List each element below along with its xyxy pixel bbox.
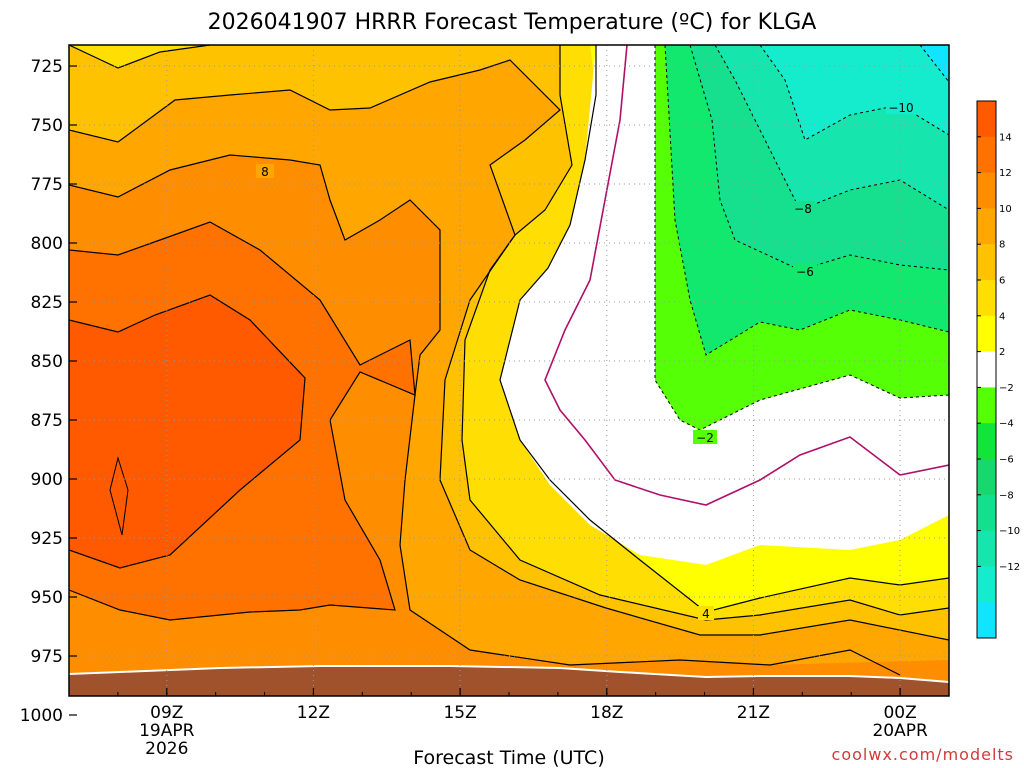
band-14-to-16 bbox=[69, 295, 305, 568]
colorbar-swatch bbox=[977, 136, 996, 174]
contour-minus4 bbox=[664, 45, 949, 356]
colorbar-swatch bbox=[977, 315, 996, 353]
x-tick-label: 2026 bbox=[145, 739, 188, 759]
colorbar-swatch bbox=[977, 208, 996, 245]
y-tick-label: 725 bbox=[31, 57, 63, 77]
contour-6 bbox=[69, 45, 949, 621]
y-tick-label: 975 bbox=[31, 647, 63, 667]
ground-fill bbox=[69, 666, 949, 696]
contour-4 bbox=[499, 45, 949, 613]
colorbar-swatch bbox=[977, 566, 996, 603]
y-tick-label: 875 bbox=[31, 411, 63, 431]
contour-label-minus6: −6 bbox=[796, 265, 814, 279]
contour-label-minus2: −2 bbox=[696, 431, 714, 445]
colorbar-label: −6 bbox=[999, 455, 1014, 466]
colorbar-swatch bbox=[977, 172, 996, 209]
y-tick-label: 825 bbox=[31, 293, 63, 313]
colorbar-label: 14 bbox=[999, 132, 1012, 143]
y-tick-label: 800 bbox=[31, 234, 63, 254]
colorbar-swatch bbox=[977, 280, 996, 317]
colorbar-label: 2 bbox=[999, 347, 1005, 358]
contour-labels: 8 −10 −8 −6 −2 4 bbox=[256, 100, 916, 621]
y-tick-label: 925 bbox=[31, 529, 63, 549]
y-tick-label: 900 bbox=[31, 470, 63, 490]
contour-minus6 bbox=[689, 45, 949, 271]
x-axis-title: Forecast Time (UTC) bbox=[413, 747, 604, 768]
contour-label-8: 8 bbox=[261, 165, 269, 179]
colorbar-label: 6 bbox=[999, 276, 1005, 287]
y-tick-label: 950 bbox=[31, 588, 63, 608]
contour-10-lower bbox=[769, 649, 901, 676]
contour-label-minus10: −10 bbox=[888, 101, 913, 115]
colorbar-label: 12 bbox=[999, 168, 1012, 179]
contour-label-4: 4 bbox=[702, 607, 710, 621]
colorbar-label: −2 bbox=[999, 383, 1014, 394]
contour-10 bbox=[69, 154, 771, 666]
contour-label-minus8: −8 bbox=[794, 202, 812, 216]
x-tick-label: 09Z bbox=[150, 703, 183, 723]
grid bbox=[69, 45, 949, 696]
colorbar-swatch bbox=[977, 530, 996, 567]
colorbar-swatch bbox=[977, 459, 996, 496]
x-tick-label: 00Z bbox=[883, 703, 916, 723]
chart-title: 2026041907 HRRR Forecast Temperature (ºC… bbox=[208, 10, 817, 35]
colorbar: 14 12 10 8 6 4 2 −2 −4 −6 −8 −10 −12 bbox=[976, 100, 1020, 639]
colorbar-swatch bbox=[977, 244, 996, 281]
colorbar-label: −12 bbox=[999, 562, 1020, 573]
colorbar-frame bbox=[976, 100, 997, 639]
x-tick-label: 21Z bbox=[737, 703, 770, 723]
y-tick-label: 775 bbox=[31, 175, 63, 195]
plot-area bbox=[69, 45, 949, 696]
x-tick-label: 12Z bbox=[297, 703, 330, 723]
colorbar-swatch bbox=[977, 602, 996, 639]
contour-12 bbox=[69, 221, 416, 621]
x-tick-label: 19APR bbox=[139, 721, 195, 741]
y-tick-label: 750 bbox=[31, 116, 63, 136]
colorbar-label: −10 bbox=[999, 526, 1020, 537]
colorbar-swatch bbox=[977, 351, 996, 388]
band-minus12-to-minus14 bbox=[920, 45, 949, 82]
ground-edge bbox=[69, 665, 949, 683]
y-tick-label: 1000 bbox=[20, 706, 63, 726]
contour-8 bbox=[69, 59, 949, 641]
contour-0-freezing bbox=[544, 45, 949, 506]
contour-14 bbox=[69, 294, 306, 569]
colorbar-label: 8 bbox=[999, 240, 1005, 251]
colorbar-swatch bbox=[977, 423, 996, 460]
contour-minus2 bbox=[654, 45, 949, 431]
x-tick-label: 18Z bbox=[590, 703, 623, 723]
band-plus2-to-minus2 bbox=[500, 45, 949, 565]
colorbar-swatch bbox=[977, 494, 996, 532]
colorbar-label: 4 bbox=[999, 311, 1005, 322]
colorbar-label: 10 bbox=[999, 204, 1012, 215]
colorbar-label: −8 bbox=[999, 490, 1014, 501]
y-axis: 725 750 775 800 825 850 875 900 925 950 975 1000 bbox=[20, 57, 77, 726]
credit-text: coolwx.com/modelts bbox=[832, 745, 1014, 764]
contour-minus12 bbox=[919, 45, 949, 83]
colorbar-label: −4 bbox=[999, 419, 1014, 430]
colorbar-swatch bbox=[977, 387, 996, 424]
y-tick-label: 850 bbox=[31, 352, 63, 372]
x-tick-label: 15Z bbox=[443, 703, 476, 723]
x-tick-label: 20APR bbox=[872, 721, 928, 741]
band-minus10-to-minus12 bbox=[760, 45, 949, 140]
colorbar-swatch bbox=[977, 101, 996, 138]
